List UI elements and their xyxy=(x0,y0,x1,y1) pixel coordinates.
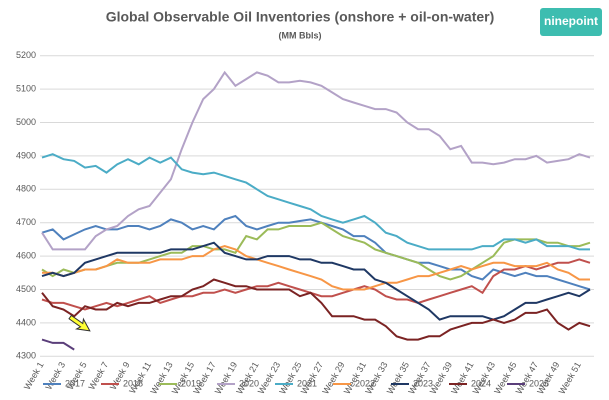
legend-label: 2017 xyxy=(65,378,85,388)
legend-label: 2022 xyxy=(355,378,375,388)
legend-label: 2025 xyxy=(529,378,549,388)
series-line xyxy=(41,221,591,281)
legend-label: 2024 xyxy=(471,378,491,388)
chart-subtitle: (MM Bbls) xyxy=(279,30,322,40)
series-line xyxy=(41,70,591,251)
y-tick-label: 4500 xyxy=(16,284,36,294)
chart-title: Global Observable Oil Inventories (onsho… xyxy=(106,9,495,25)
series-line xyxy=(41,241,591,321)
lines xyxy=(41,70,591,351)
legend-label: 2020 xyxy=(239,378,259,388)
series-line xyxy=(41,153,590,251)
legend-label: 2021 xyxy=(297,378,317,388)
series-line xyxy=(41,338,75,351)
legend-label: 2018 xyxy=(123,378,143,388)
y-tick-label: 4400 xyxy=(16,317,36,327)
logo: ninepoint xyxy=(544,14,598,28)
y-tick-label: 4900 xyxy=(16,150,36,160)
series-line xyxy=(41,278,591,341)
legend-label: 2019 xyxy=(181,378,201,388)
series-line xyxy=(42,245,590,291)
grid xyxy=(40,55,594,357)
series-line xyxy=(41,214,591,291)
y-tick-label: 5000 xyxy=(16,117,36,127)
logo-box xyxy=(540,8,602,36)
y-tick-label: 5200 xyxy=(16,50,36,60)
y-tick-label: 4300 xyxy=(16,351,36,361)
y-tick-label: 4600 xyxy=(16,250,36,260)
series-line xyxy=(41,258,591,311)
y-tick-label: 5100 xyxy=(16,83,36,93)
legend-label: 2023 xyxy=(413,378,433,388)
y-tick-label: 4700 xyxy=(16,217,36,227)
y-tick-label: 4800 xyxy=(16,184,36,194)
arrow-annotation xyxy=(68,314,91,332)
